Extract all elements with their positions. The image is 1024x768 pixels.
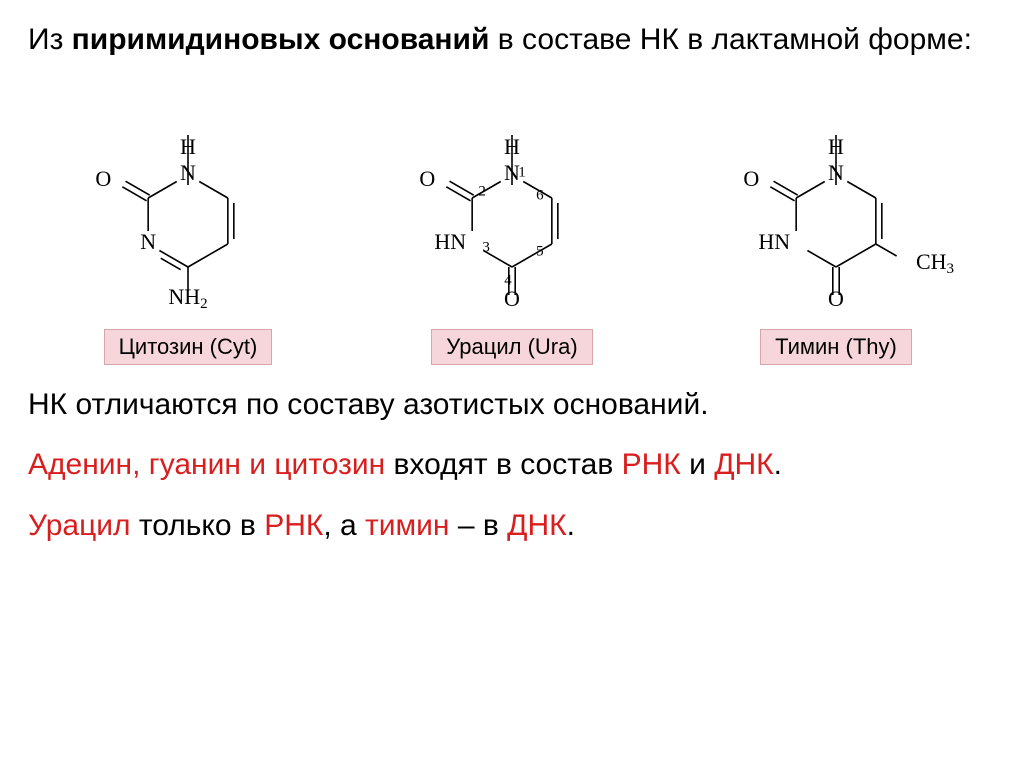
- svg-text:5: 5: [536, 243, 544, 259]
- svg-text:3: 3: [482, 239, 490, 255]
- svg-text:CH3: CH3: [916, 249, 954, 277]
- molecule-thymine: NHNHOOCH3 Тимин (Thy): [686, 71, 986, 365]
- paragraph-3: Урацил только в РНК, а тимин – в ДНК.: [28, 506, 996, 547]
- svg-text:H: H: [180, 134, 196, 159]
- svg-text:4: 4: [504, 272, 512, 288]
- svg-text:6: 6: [536, 187, 544, 203]
- svg-text:O: O: [828, 286, 844, 311]
- thymine-label: Тимин (Thy): [760, 329, 912, 365]
- svg-text:H: H: [828, 134, 844, 159]
- svg-text:H: H: [504, 134, 520, 159]
- paragraph-2: Аденин, гуанин и цитозин входят в состав…: [28, 445, 996, 486]
- svg-text:HN: HN: [434, 229, 466, 254]
- uracil-structure: NHNHOO123456: [382, 71, 642, 321]
- cytosine-structure: NNHONH2: [58, 71, 318, 321]
- svg-text:O: O: [743, 166, 759, 191]
- cytosine-label: Цитозин (Cyt): [104, 329, 273, 365]
- molecule-uracil: NHNHOO123456 Урацил (Ura): [362, 71, 662, 365]
- svg-text:N: N: [140, 229, 156, 254]
- svg-text:2: 2: [478, 183, 486, 199]
- molecule-row: NNHONH2 Цитозин (Cyt) NHNHOO123456 Ураци…: [38, 71, 986, 365]
- intro-text: Из пиримидиновых оснований в составе НК …: [28, 20, 996, 61]
- paragraph-1: НК отличаются по составу азотистых основ…: [28, 385, 996, 426]
- thymine-structure: NHNHOOCH3: [706, 71, 966, 321]
- svg-text:O: O: [504, 286, 520, 311]
- molecule-cytosine: NNHONH2 Цитозин (Cyt): [38, 71, 338, 365]
- svg-text:O: O: [419, 166, 435, 191]
- svg-text:HN: HN: [758, 229, 790, 254]
- uracil-label: Урацил (Ura): [431, 329, 592, 365]
- svg-text:NH2: NH2: [168, 284, 207, 312]
- svg-text:1: 1: [518, 164, 526, 180]
- svg-text:O: O: [95, 166, 111, 191]
